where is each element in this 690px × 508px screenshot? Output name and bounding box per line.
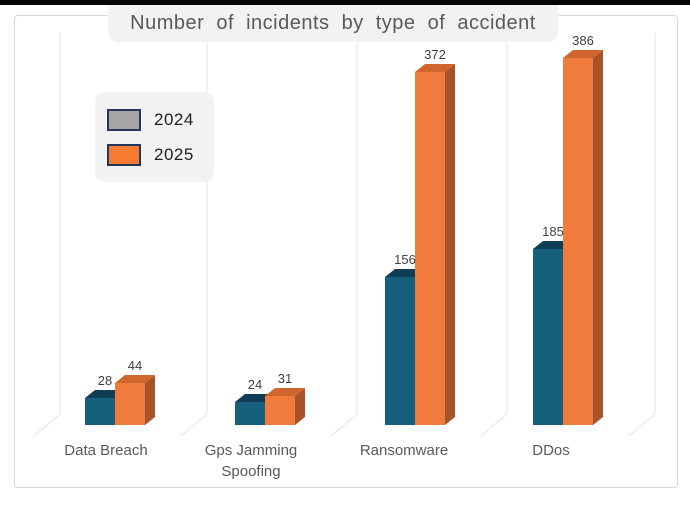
legend: 2024 2025 [95,92,214,182]
legend-item-2024: 2024 [107,108,214,131]
value-label-2025: 44 [128,358,142,373]
bar-side-face [593,50,603,425]
chart-title-pill: Number of incidents by type of accident [108,5,558,42]
bar-front-face [415,72,445,425]
category-label: Spoofing [221,463,280,480]
bar-front-face [533,249,563,425]
category-separator-gridline [628,33,656,437]
category-label: Ransomware [360,442,448,459]
category-separator-gridline [480,33,508,437]
bar-front-face [385,277,415,425]
window-top-edge [0,0,690,5]
bar-top-face [563,50,603,58]
bar-top-face [115,375,155,383]
category-label: Data Breach [64,442,147,459]
bar-front-face [563,58,593,425]
bar-front-face [265,396,295,425]
category-label: Gps Jamming [205,442,298,459]
bar-front-face [115,383,145,425]
bar-top-face [265,388,305,396]
value-label-2024: 185 [542,224,564,239]
bar-side-face [445,64,455,425]
value-label-2025: 31 [278,371,292,386]
value-label-2025: 372 [424,47,446,62]
legend-swatch-2024 [107,108,141,131]
chart-title: Number of incidents by type of accident [130,12,536,34]
bar-front-face [235,402,265,425]
bar-front-face [85,398,115,425]
legend-item-2025: 2025 [107,143,214,166]
category-label: DDos [532,442,570,459]
category-separator-gridline [33,33,61,437]
legend-label-2024: 2024 [154,109,194,129]
legend-label-2025: 2025 [154,144,194,164]
bar-side-face [145,375,155,425]
value-label-2025: 386 [572,33,594,48]
legend-swatch-2025 [107,143,141,166]
value-label-2024: 24 [248,377,262,392]
value-label-2024: 156 [394,252,416,267]
value-label-2024: 28 [98,373,112,388]
bar-top-face [415,64,455,72]
bar-side-face [295,388,305,425]
category-separator-gridline [330,33,358,437]
